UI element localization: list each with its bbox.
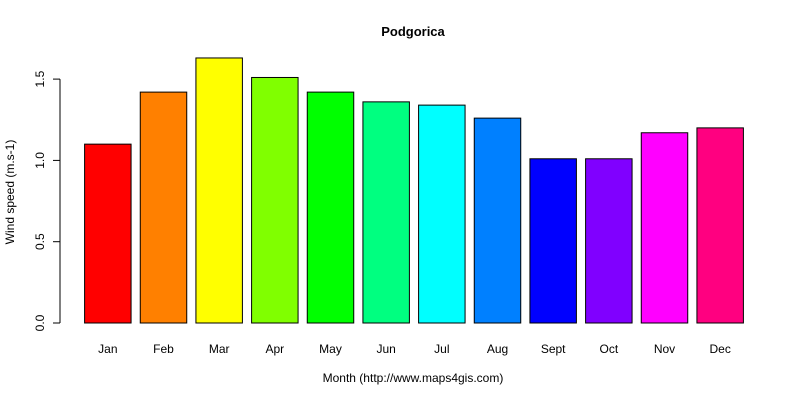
chart-title: Podgorica [381, 24, 445, 39]
bar-oct [585, 158, 633, 324]
bar-jul [418, 104, 466, 324]
x-tick-label: Jan [98, 342, 117, 356]
bar-jan [84, 143, 132, 324]
x-tick-label: Sept [541, 342, 566, 356]
x-tick-labels: Jan Feb Mar Apr May Jun Jul Aug Sept Oct Nov Dec [98, 342, 731, 356]
bar-dec [696, 127, 744, 324]
x-tick-label: Jun [376, 342, 395, 356]
bars-group [84, 57, 744, 324]
x-tick-label: Nov [654, 342, 675, 356]
x-tick-label: Dec [709, 342, 730, 356]
bar-aug [473, 117, 522, 324]
x-tick-label: Apr [265, 342, 284, 356]
y-axis-label: Wind speed (m.s-1) [3, 140, 17, 245]
x-tick-label: May [319, 342, 342, 356]
y-axis: 0.0 0.5 1.0 1.5 [33, 70, 61, 331]
y-tick-label: 1.0 [33, 152, 47, 169]
y-tick-label: 0.0 [33, 314, 47, 331]
x-tick-label: Oct [599, 342, 618, 356]
y-tick-label: 0.5 [33, 233, 47, 250]
bar-mar [195, 57, 243, 324]
x-axis-label: Month (http://www.maps4gis.com) [323, 371, 504, 385]
y-tick-label: 1.5 [33, 70, 47, 87]
bar-nov [640, 132, 689, 324]
x-tick-label: Jul [434, 342, 449, 356]
bar-feb [139, 91, 188, 324]
x-tick-label: Feb [153, 342, 174, 356]
bar-may [306, 91, 355, 324]
x-tick-label: Aug [487, 342, 508, 356]
bar-jun [362, 101, 410, 324]
bar-sept [529, 158, 577, 324]
x-tick-label: Mar [209, 342, 230, 356]
bar-apr [251, 76, 299, 324]
